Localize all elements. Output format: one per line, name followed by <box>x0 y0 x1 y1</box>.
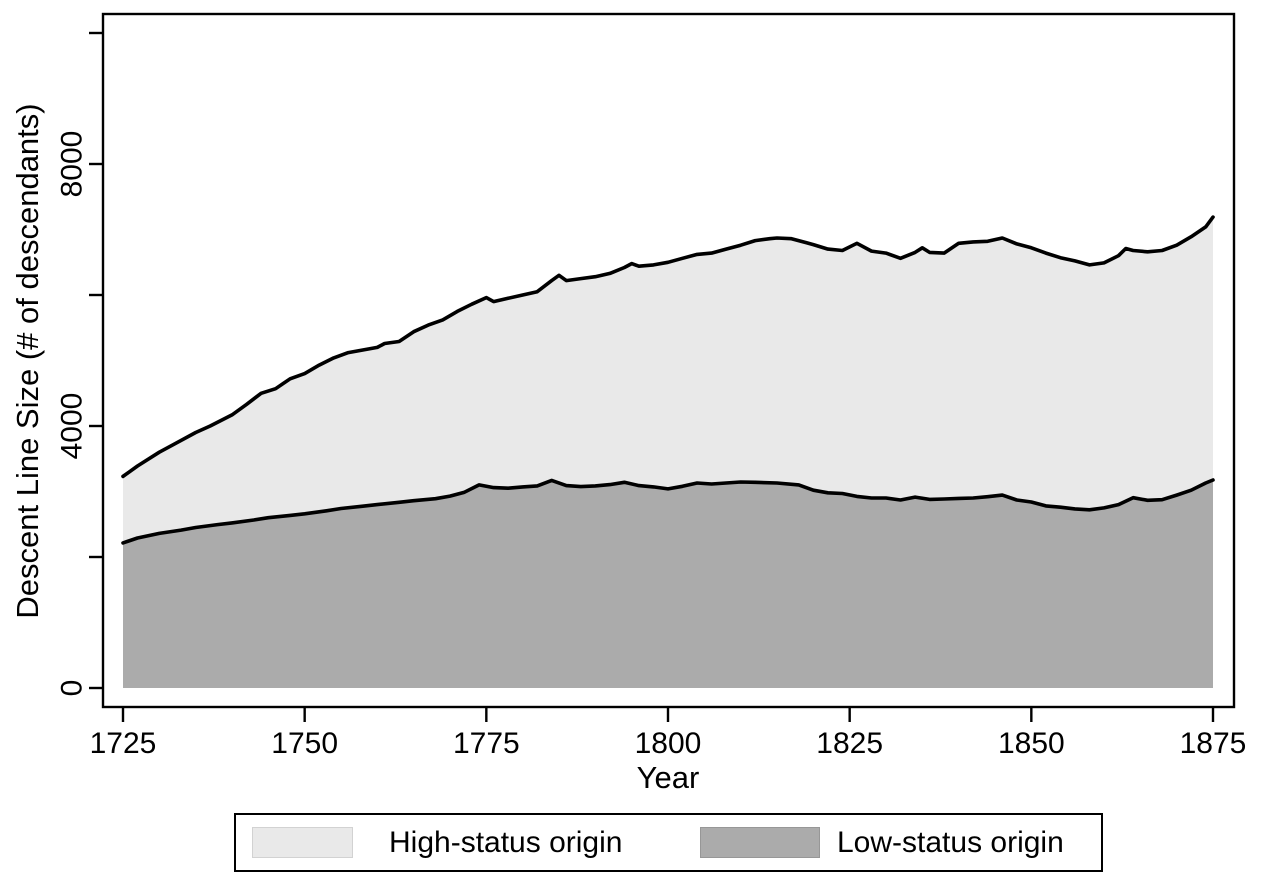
y-tick-label-0: 0 <box>56 680 89 697</box>
legend: High-status origin Low-status origin <box>234 813 1103 872</box>
legend-label-low-status: Low-status origin <box>837 825 1064 859</box>
high-status-line <box>121 215 1215 479</box>
legend-label-high-status: High-status origin <box>389 825 623 859</box>
x-tick-label-1800: 1800 <box>635 727 702 760</box>
x-tick-label-1775: 1775 <box>453 727 520 760</box>
x-tick-label-1750: 1750 <box>271 727 338 760</box>
low-status-area <box>123 480 1213 688</box>
legend-swatch-high-status <box>252 827 353 858</box>
x-axis-title: Year <box>636 760 700 795</box>
y-tick-label-8000: 8000 <box>56 131 89 198</box>
legend-swatch-low-status <box>700 827 820 858</box>
y-tick-label-4000: 4000 <box>56 393 89 460</box>
y-axis-title: Descent Line Size (# of descendants) <box>10 103 45 619</box>
x-tick-label-1875: 1875 <box>1180 727 1247 760</box>
x-tick-label-1825: 1825 <box>816 727 883 760</box>
x-tick-label-1725: 1725 <box>90 727 157 760</box>
x-tick-label-1850: 1850 <box>998 727 1065 760</box>
low-status-line <box>121 478 1215 545</box>
